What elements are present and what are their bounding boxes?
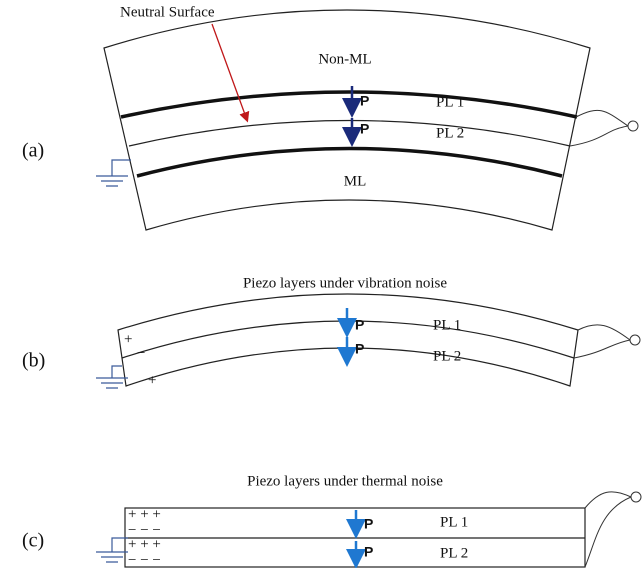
layer-label: Non-ML bbox=[318, 51, 371, 67]
panel-title: Piezo layers under thermal noise bbox=[247, 473, 443, 489]
layer-label: PL 2 bbox=[436, 125, 464, 141]
panel-label: (c) bbox=[22, 530, 44, 552]
layer-boundary bbox=[137, 149, 562, 177]
panel-title: Piezo layers under vibration noise bbox=[243, 275, 447, 291]
ground bbox=[96, 538, 128, 562]
terminal bbox=[630, 335, 640, 345]
charge-label: + + + bbox=[128, 506, 161, 522]
wire bbox=[570, 110, 628, 146]
charge-label: + + + bbox=[128, 536, 161, 552]
panel-b: Piezo layers under vibration noise P P P… bbox=[22, 275, 640, 388]
terminal bbox=[628, 121, 638, 131]
charge-label: + bbox=[124, 331, 132, 347]
panel-label: (a) bbox=[22, 140, 44, 162]
wire bbox=[585, 492, 631, 567]
layer-boundary bbox=[129, 121, 570, 147]
polarization-label: P bbox=[364, 516, 373, 532]
diagram: P P Non-ML PL 1 PL 2 ML Neutral Surface … bbox=[0, 0, 642, 568]
charge-label: − bbox=[137, 345, 145, 361]
polarization-label: P bbox=[360, 93, 369, 109]
polarization-label: P bbox=[364, 544, 373, 560]
layer-label: PL 1 bbox=[433, 317, 461, 333]
layer-label: ML bbox=[344, 173, 367, 189]
ground bbox=[96, 160, 131, 186]
polarization-label: P bbox=[360, 121, 369, 137]
annotation: Neutral Surface bbox=[120, 4, 215, 20]
charge-label: − − − bbox=[128, 552, 161, 568]
terminal bbox=[631, 492, 641, 502]
layer-label: PL 1 bbox=[440, 514, 468, 530]
polarization-label: P bbox=[355, 317, 364, 333]
wire bbox=[574, 325, 630, 358]
panel-a: P P Non-ML PL 1 PL 2 ML Neutral Surface … bbox=[22, 4, 638, 230]
layer-label: PL 2 bbox=[433, 348, 461, 364]
annotation-arrow bbox=[212, 24, 247, 120]
charge-label: + bbox=[148, 372, 156, 388]
layer-boundary bbox=[121, 92, 577, 117]
panel-label: (b) bbox=[22, 350, 45, 372]
layer-label: PL 2 bbox=[440, 545, 468, 561]
panel-c: Piezo layers under thermal noise P P PL … bbox=[22, 473, 641, 568]
polarization-label: P bbox=[355, 341, 364, 357]
layer-label: PL 1 bbox=[436, 94, 464, 110]
